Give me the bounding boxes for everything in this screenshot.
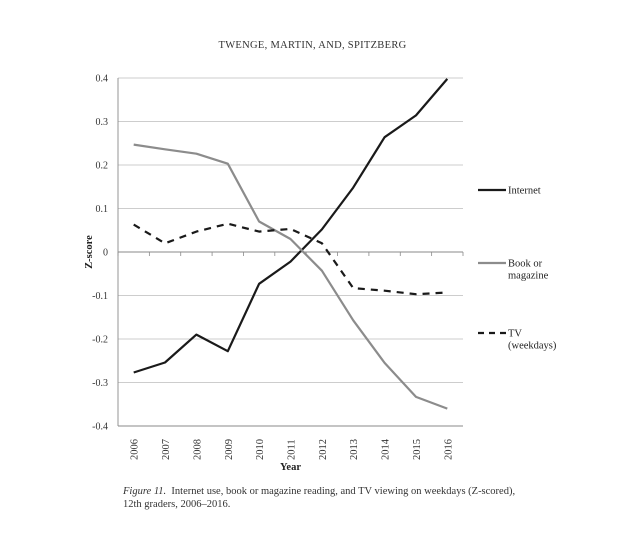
x-tick-label: 2016 (443, 439, 454, 460)
x-axis-label: Year (280, 462, 301, 473)
x-tick-label: 2008 (192, 439, 203, 460)
y-tick-label: -0.4 (92, 422, 108, 433)
x-tick-labels: 2006 2007 2008 2009 2010 2011 2012 2013 2014 2015… (130, 438, 455, 460)
figure-caption: Figure 11. Internet use, book or magazin… (123, 485, 533, 511)
x-tick-label: 2006 (130, 439, 141, 460)
x-tick-label: 2010 (255, 439, 266, 460)
x-tick-label: 2007 (161, 439, 172, 460)
legend-label-tv-weekdays: TV (508, 329, 522, 340)
y-tick-labels: -0.4 -0.3 -0.2 -0.1 0 0.1 0.2 0.3 0.4 (92, 74, 108, 433)
line-chart: -0.4-0.3-0.2-0.100.10.20.30.4 2006 2007 20… (84, 74, 557, 474)
x-tick-label: 2014 (381, 438, 392, 460)
y-tick-label: 0.3 (96, 117, 109, 128)
figure-caption-text: Internet use, book or magazine reading, … (123, 486, 516, 510)
legend-label-internet: Internet (508, 186, 541, 197)
figure-label: Figure 11. (123, 486, 167, 497)
axes (117, 78, 464, 427)
x-tick-label: 2012 (318, 439, 329, 460)
y-tick-label: -0.1 (92, 291, 108, 302)
series-line-book-or-magazine (133, 143, 448, 410)
legend-label-tv-weekdays: (weekdays) (508, 341, 557, 352)
series-lines (133, 78, 449, 410)
legend-label-book-or-magazine: Book or (508, 259, 543, 270)
series-line-tv-weekdays (133, 222, 448, 296)
y-tick-label: -0.3 (92, 378, 108, 389)
y-tick-label: -0.2 (92, 335, 108, 346)
y-tick-label: 0 (103, 248, 108, 259)
x-tick-label: 2013 (349, 439, 360, 460)
y-tick-label: 0.4 (96, 74, 109, 85)
x-tick-label: 2009 (224, 439, 235, 460)
x-tick-label: 2015 (412, 439, 423, 460)
y-tick-label: 0.2 (96, 161, 109, 172)
series-line-internet (133, 78, 449, 374)
y-tick-label: 0.1 (96, 204, 109, 215)
running-header: TWENGE, MARTIN, AND, SPITZBERG (218, 40, 407, 51)
y-axis-label: Z-score (84, 235, 95, 269)
x-tick-label: 2011 (287, 439, 298, 460)
legend-label-book-or-magazine: magazine (508, 271, 549, 282)
